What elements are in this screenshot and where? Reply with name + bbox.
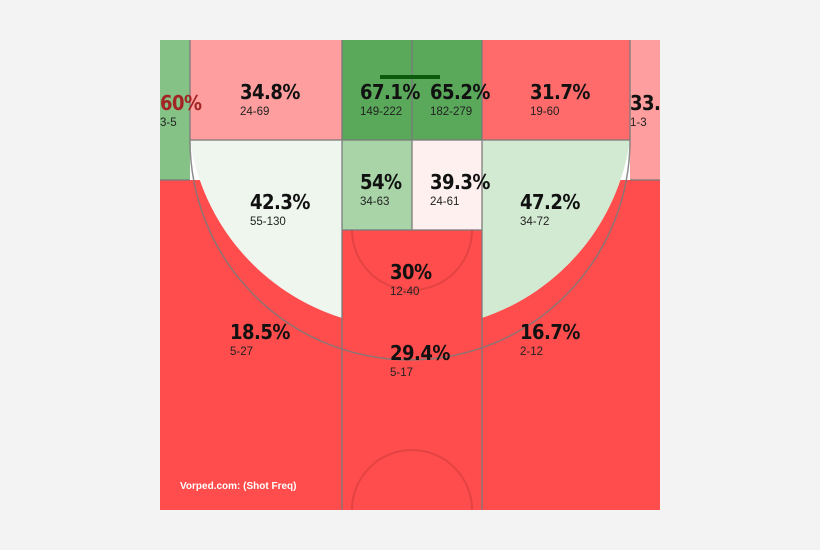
- court-arcs: [351, 229, 473, 510]
- label-paint-left: 54% 34-63: [360, 172, 402, 209]
- label-right-wing-3: 16.7% 2-12: [520, 322, 580, 359]
- label-right-wing-2: 47.2% 34-72: [520, 192, 580, 229]
- court-lines: [160, 40, 660, 510]
- zone-paint-left: [342, 140, 412, 230]
- label-top-key-2: 30% 12-40: [390, 262, 432, 299]
- zone-left-baseline-2: [190, 40, 342, 140]
- label-right-corner-3: 33.3 1-3: [630, 93, 660, 130]
- pct-left-wing-3: 18.5%: [230, 320, 290, 344]
- att-right-corner-3: 1-3: [630, 117, 647, 129]
- pct-right-wing-2: 47.2%: [520, 190, 580, 214]
- label-restricted-right: 65.2% 182-279: [430, 82, 490, 119]
- att-right-wing-2: 34-72: [520, 216, 550, 228]
- att-paint-right: 24-61: [430, 196, 460, 208]
- zone-restricted-left: [342, 40, 412, 140]
- pct-paint-left: 54%: [360, 170, 402, 194]
- zone-right-wing-2: [482, 140, 630, 318]
- att-restricted-left: 149-222: [360, 106, 403, 118]
- att-left-wing-2: 55-130: [250, 216, 286, 228]
- pct-left-baseline-2: 34.8%: [240, 80, 300, 104]
- pct-right-baseline-2: 31.7%: [530, 80, 590, 104]
- label-restricted-left: 67.1% 149-222: [360, 82, 420, 119]
- label-left-wing-2: 42.3% 55-130: [250, 192, 310, 229]
- zone-right-corner-3: [630, 40, 660, 180]
- shot-chart: 60% 3-5 34.8% 24-69 67.1% 149-222 65.2% …: [160, 40, 660, 510]
- pct-left-corner-3: 60%: [160, 91, 202, 115]
- zone-restricted-right: [412, 40, 482, 140]
- zone-paint-right: [412, 140, 482, 230]
- pct-paint-right: 39.3%: [430, 170, 490, 194]
- att-left-baseline-2: 24-69: [240, 106, 270, 118]
- zone-left-wing-2: [190, 140, 342, 318]
- att-left-corner-3: 3-5: [160, 117, 177, 129]
- label-right-baseline-2: 31.7% 19-60: [530, 82, 590, 119]
- label-paint-right: 39.3% 24-61: [430, 172, 490, 209]
- pct-right-wing-3: 16.7%: [520, 320, 580, 344]
- att-paint-left: 34-63: [360, 196, 390, 208]
- att-left-wing-3: 5-27: [230, 346, 254, 358]
- att-right-baseline-2: 19-60: [530, 106, 560, 118]
- att-restricted-right: 182-279: [430, 106, 473, 118]
- court-svg: [160, 40, 660, 510]
- zone-top-key-2: [342, 230, 482, 330]
- pct-top-key-2: 30%: [390, 260, 432, 284]
- label-top-3: 29.4% 5-17: [390, 343, 450, 380]
- label-left-corner-3: 60% 3-5: [160, 93, 202, 130]
- zone-left-corner-3: [160, 40, 190, 180]
- att-right-wing-3: 2-12: [520, 346, 544, 358]
- label-left-baseline-2: 34.8% 24-69: [240, 82, 300, 119]
- att-top-key-2: 12-40: [390, 286, 420, 298]
- pct-restricted-right: 65.2%: [430, 80, 490, 104]
- label-left-wing-3: 18.5% 5-27: [230, 322, 290, 359]
- zone-right-baseline-2: [482, 40, 630, 140]
- pct-right-corner-3: 33.3: [630, 91, 660, 115]
- pct-left-wing-2: 42.3%: [250, 190, 310, 214]
- watermark: Vorped.com: (Shot Freq): [180, 481, 297, 492]
- pct-restricted-left: 67.1%: [360, 80, 420, 104]
- att-top-3: 5-17: [390, 367, 414, 379]
- pct-top-3: 29.4%: [390, 341, 450, 365]
